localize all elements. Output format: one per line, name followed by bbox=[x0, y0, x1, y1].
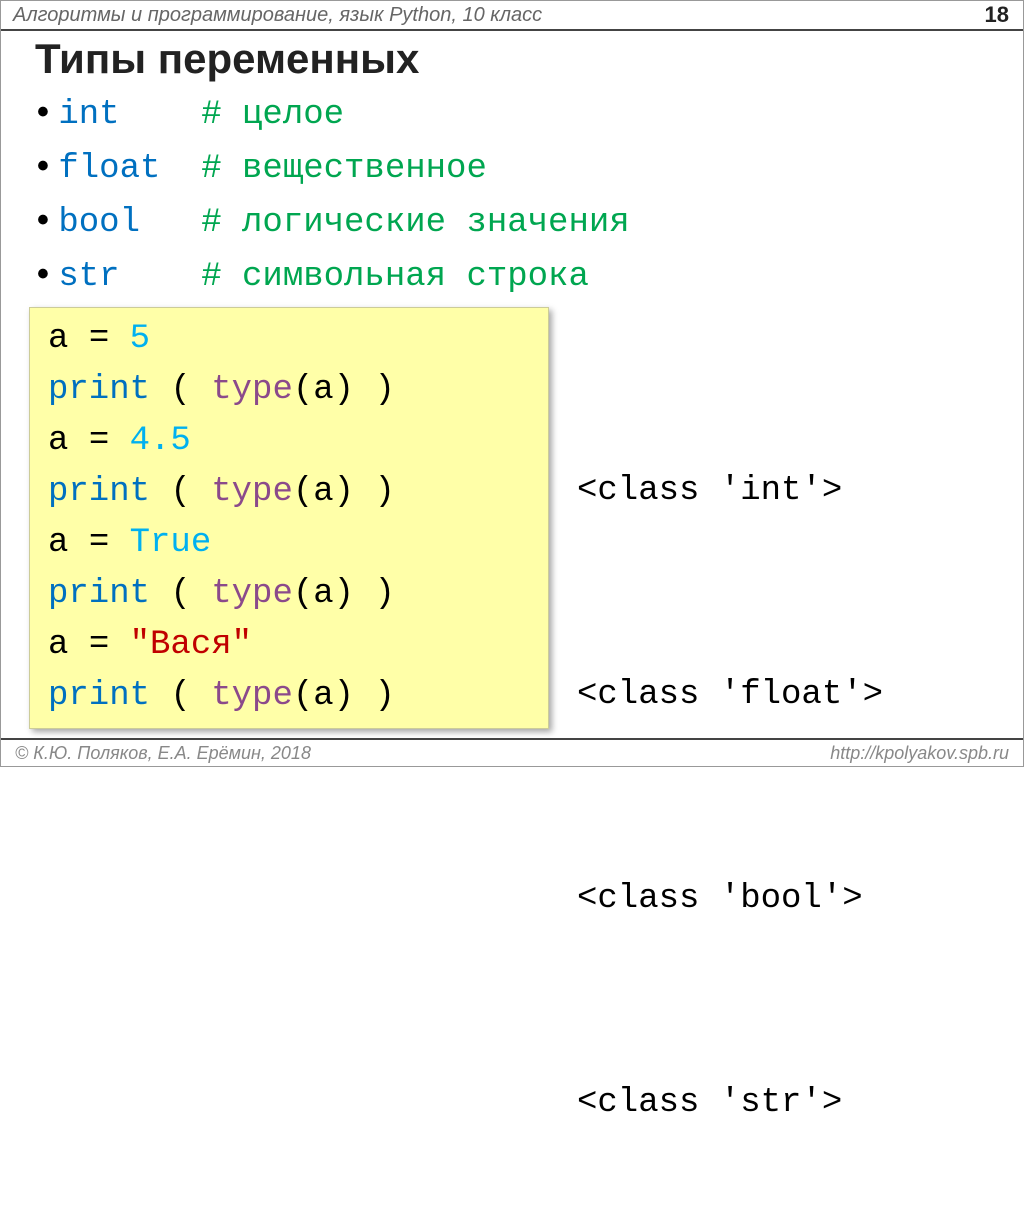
type-item: str # символьная строка bbox=[37, 249, 995, 303]
type-keyword: int bbox=[58, 96, 119, 134]
type-comment: # символьная строка bbox=[201, 258, 589, 296]
type-comment: # целое bbox=[201, 96, 344, 134]
type-keyword: float bbox=[58, 150, 160, 188]
code-type-fn: type bbox=[211, 677, 293, 715]
code-line: a = 5 bbox=[48, 314, 530, 365]
course-title: Алгоритмы и программирование, язык Pytho… bbox=[13, 4, 542, 27]
slide-header: Алгоритмы и программирование, язык Pytho… bbox=[1, 1, 1023, 31]
code-type-fn: type bbox=[211, 575, 293, 613]
output-line bbox=[577, 772, 883, 823]
code-print: print bbox=[48, 575, 150, 613]
output-line bbox=[577, 364, 883, 415]
output-line bbox=[577, 976, 883, 1027]
output-line: <class 'float'> bbox=[577, 670, 883, 721]
code-literal: "Вася" bbox=[130, 626, 252, 664]
footer-url: http://kpolyakov.spb.ru bbox=[830, 743, 1009, 764]
code-line: print ( type(a) ) bbox=[48, 671, 530, 722]
example-row: a = 5 print ( type(a) ) a = 4.5 print ( … bbox=[29, 307, 995, 1231]
type-keyword: bool bbox=[58, 204, 140, 242]
code-print: print bbox=[48, 371, 150, 409]
type-item: float # вещественное bbox=[37, 141, 995, 195]
output-line: <class 'str'> bbox=[577, 1078, 883, 1129]
code-print: print bbox=[48, 677, 150, 715]
type-item: bool # логические значения bbox=[37, 195, 995, 249]
code-literal: 5 bbox=[130, 320, 150, 358]
code-line: print ( type(a) ) bbox=[48, 467, 530, 518]
type-comment: # логические значения bbox=[201, 204, 629, 242]
code-line: a = 4.5 bbox=[48, 416, 530, 467]
code-line: a = True bbox=[48, 518, 530, 569]
slide-content: Типы переменных int # целое float # веще… bbox=[1, 31, 1023, 1231]
slide: Алгоритмы и программирование, язык Pytho… bbox=[0, 0, 1024, 767]
code-type-fn: type bbox=[211, 371, 293, 409]
code-line: a = "Вася" bbox=[48, 620, 530, 671]
slide-footer: © К.Ю. Поляков, Е.А. Ерёмин, 2018 http:/… bbox=[1, 738, 1023, 766]
type-item: int # целое bbox=[37, 87, 995, 141]
code-line: print ( type(a) ) bbox=[48, 365, 530, 416]
output-line bbox=[577, 568, 883, 619]
output-line: <class 'int'> bbox=[577, 466, 883, 517]
copyright-text: © К.Ю. Поляков, Е.А. Ерёмин, 2018 bbox=[15, 743, 311, 764]
code-literal: 4.5 bbox=[130, 422, 191, 460]
slide-title: Типы переменных bbox=[35, 35, 995, 83]
code-block: a = 5 print ( type(a) ) a = 4.5 print ( … bbox=[29, 307, 549, 729]
code-print: print bbox=[48, 473, 150, 511]
code-line: print ( type(a) ) bbox=[48, 569, 530, 620]
code-literal: True bbox=[130, 524, 212, 562]
type-comment: # вещественное bbox=[201, 150, 487, 188]
output-line: <class 'bool'> bbox=[577, 874, 883, 925]
type-list: int # целое float # вещественное bool # … bbox=[37, 87, 995, 303]
output-block: <class 'int'> <class 'float'> <class 'bo… bbox=[549, 307, 883, 1231]
code-type-fn: type bbox=[211, 473, 293, 511]
page-number: 18 bbox=[985, 2, 1009, 28]
type-keyword: str bbox=[58, 258, 119, 296]
